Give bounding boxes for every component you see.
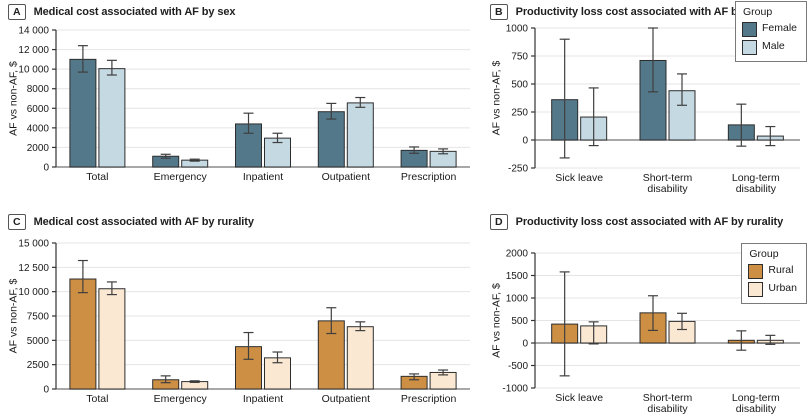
x-category-label: disability xyxy=(736,183,777,195)
legend-item-rural: Rural xyxy=(748,263,797,279)
bar-urban xyxy=(98,288,126,390)
panel-a-medical-cost-by-sex: A Medical cost associated with AF by sex… xyxy=(0,0,478,209)
y-tick-label: -500 xyxy=(508,361,528,372)
x-category-label: Inpatient xyxy=(243,171,283,183)
legend-group-rurality: Group Rural Urban xyxy=(741,243,807,304)
y-tick-label: 2500 xyxy=(27,360,50,371)
y-tick-label: 0 xyxy=(43,163,49,174)
x-category-label: Outpatient xyxy=(322,171,371,183)
chart-d-canvas: -1000 -500 0 500 1000 1500 2000 Sick leave Short… xyxy=(491,249,800,415)
y-tick-label: -1000 xyxy=(502,384,528,395)
y-tick-label: 750 xyxy=(511,52,528,63)
x-category-label: Total xyxy=(86,171,108,183)
legend-swatch-urban xyxy=(748,281,764,297)
x-category-label: Prescription xyxy=(401,393,457,405)
x-category-label: Prescription xyxy=(401,171,457,183)
x-category-label: disability xyxy=(647,403,688,415)
y-tick-label: 250 xyxy=(511,108,528,119)
bar-rural xyxy=(69,278,97,390)
legend-label: Female xyxy=(761,22,797,35)
legend-title: Group xyxy=(749,248,779,260)
legend-swatch-female xyxy=(741,21,757,37)
y-tick-label: 15 000 xyxy=(18,239,49,250)
x-category-label: Short-term xyxy=(643,172,693,184)
y-tick-label: 8000 xyxy=(27,84,50,95)
y-tick-label: 7500 xyxy=(27,312,50,323)
bar-female xyxy=(317,111,345,168)
y-axis-title: AF vs non-AF, $ xyxy=(8,61,20,136)
x-category-label: Emergency xyxy=(154,393,208,405)
x-category-label: disability xyxy=(736,403,777,415)
y-axis-title: AF vs non-AF, $ xyxy=(491,283,503,358)
x-category-label: Emergency xyxy=(154,171,208,183)
bar-male xyxy=(264,137,291,168)
legend-item-male: Male xyxy=(741,39,797,55)
panel-letter-badge: A xyxy=(8,4,26,20)
bar-female xyxy=(69,58,97,168)
y-tick-label: 2000 xyxy=(27,143,50,154)
y-tick-label: 4000 xyxy=(27,123,50,134)
y-tick-label: 10 000 xyxy=(18,287,49,298)
y-tick-label: 10 000 xyxy=(18,65,49,76)
panel-c-header: C Medical cost associated with AF by rur… xyxy=(8,214,254,230)
x-category-label: Short-term xyxy=(643,392,693,404)
y-tick-label: 1000 xyxy=(506,24,529,35)
panel-letter-badge: C xyxy=(8,214,26,230)
y-tick-label: 12 500 xyxy=(18,263,49,274)
y-axis-title: AF vs non-AF, $ xyxy=(491,60,503,135)
y-tick-label: 0 xyxy=(43,385,49,396)
chart-a-canvas: 0 2000 4000 6000 8000 10 000 12 000 14 000 Total… xyxy=(8,26,470,183)
y-tick-label: 500 xyxy=(511,80,528,91)
bar-rural xyxy=(317,320,345,390)
x-category-label: Sick leave xyxy=(555,392,603,404)
y-tick-label: 12 000 xyxy=(18,45,49,56)
y-tick-label: 0 xyxy=(522,136,528,147)
legend-item-urban: Urban xyxy=(748,281,797,297)
bar-male xyxy=(346,102,374,168)
panel-d-header: D Productivity loss cost associated with… xyxy=(490,214,783,230)
chart-c-canvas: 0 2500 5000 7500 10 000 12 500 15 000 Total Emer… xyxy=(8,239,470,405)
y-tick-label: -250 xyxy=(508,164,528,175)
y-tick-label: 1000 xyxy=(506,294,529,305)
legend-title: Group xyxy=(742,6,773,18)
x-category-label: disability xyxy=(647,183,688,195)
y-tick-label: 2000 xyxy=(506,249,529,260)
panel-title: Productivity loss cost associated with A… xyxy=(515,6,765,18)
bar-male xyxy=(98,68,126,168)
panel-a-header: A Medical cost associated with AF by sex xyxy=(8,4,236,20)
x-category-label: Sick leave xyxy=(555,172,603,184)
x-category-label: Total xyxy=(86,393,108,405)
legend-label: Urban xyxy=(768,282,797,295)
y-tick-label: 5000 xyxy=(27,336,50,347)
panel-b-header: B Productivity loss cost associated with… xyxy=(490,4,765,20)
panel-c-medical-cost-by-rurality: C Medical cost associated with AF by rur… xyxy=(0,210,478,419)
y-tick-label: 500 xyxy=(511,316,528,327)
y-tick-label: 1500 xyxy=(506,271,529,282)
legend-label: Rural xyxy=(768,264,794,277)
x-category-label: Long-term xyxy=(732,392,780,404)
legend-swatch-male xyxy=(741,39,757,55)
y-axis-title: AF vs non-AF, $ xyxy=(8,278,20,353)
panel-title: Productivity loss cost associated with A… xyxy=(515,216,784,228)
x-category-label: Outpatient xyxy=(322,393,371,405)
legend-swatch-rural xyxy=(748,263,764,279)
panel-title: Medical cost associated with AF by rural… xyxy=(33,216,254,228)
y-tick-label: 0 xyxy=(522,339,528,350)
legend-group-sex: Group Female Male xyxy=(734,1,807,62)
panel-title: Medical cost associated with AF by sex xyxy=(33,6,236,18)
y-tick-label: 6000 xyxy=(27,104,50,115)
legend-item-female: Female xyxy=(741,21,797,37)
panel-d-productivity-loss-by-rurality: D Productivity loss cost associated with… xyxy=(478,210,810,419)
bar-urban xyxy=(346,326,374,390)
legend-label: Male xyxy=(761,40,785,53)
x-category-label: Inpatient xyxy=(243,393,283,405)
y-tick-label: 14 000 xyxy=(18,26,49,37)
panel-letter-badge: D xyxy=(490,214,508,230)
panel-letter-badge: B xyxy=(490,4,508,20)
panel-b-productivity-loss-by-sex: B Productivity loss cost associated with… xyxy=(478,0,810,209)
x-category-label: Long-term xyxy=(732,172,780,184)
